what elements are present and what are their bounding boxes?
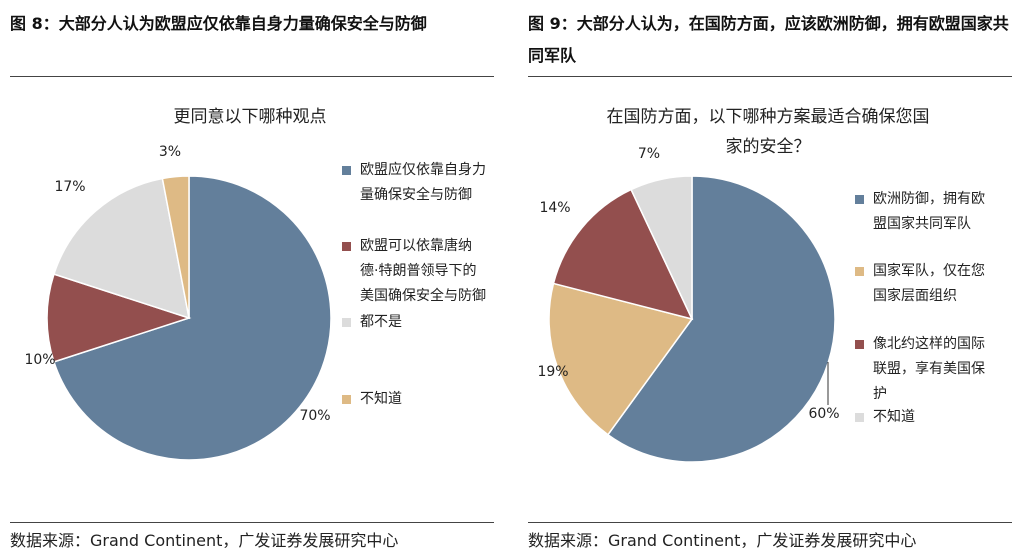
legend-item: 不知道: [342, 387, 402, 412]
chart-title: 在国防方面，以下哪种方案最适合确保您国 家的安全？: [578, 102, 958, 162]
legend-label: 国家军队，仅在您: [873, 263, 985, 279]
legend-item: 都不是: [342, 310, 402, 335]
figure-9-panel: 图 9：大部分人认为，在国防方面，应该欧洲防御，拥有欧盟国家共同军队 在国防方面…: [518, 0, 1024, 557]
legend-swatch: [342, 318, 351, 327]
pie-slice: [53, 177, 190, 320]
legend-swatch: [855, 267, 864, 276]
legend-swatch: [855, 413, 864, 422]
pie-chart: 60% 19% 14% 7%: [537, 146, 840, 463]
pie-slice: [53, 175, 332, 461]
chart-title-line: 更同意以下哪种观点: [173, 107, 327, 127]
legend-label: 像北约这样的国际: [873, 336, 985, 352]
legend-swatch: [342, 166, 351, 175]
bottom-divider: [528, 522, 1012, 523]
legend-label: 德·特朗普领导下的: [360, 263, 477, 279]
legend-label: 都不是: [360, 314, 402, 330]
top-divider: [10, 76, 494, 77]
chart-title-line: 家的安全？: [725, 137, 811, 157]
legend-item: 国家军队，仅在您 国家层面组织: [855, 259, 985, 309]
legend-item: 欧洲防御，拥有欧 盟国家共同军队: [855, 187, 985, 237]
slice-data-label: 17%: [54, 179, 85, 195]
legend-item: 像北约这样的国际 联盟，享有美国保 护: [855, 332, 985, 407]
legend-label: 欧洲防御，拥有欧: [873, 191, 985, 207]
legend-label: 国家层面组织: [873, 288, 957, 304]
slice-data-label: 7%: [638, 146, 660, 162]
legend-item: 不知道: [855, 405, 915, 430]
slice-data-label: 14%: [539, 200, 570, 216]
legend-label: 量确保安全与防御: [360, 187, 472, 203]
source-note: 数据来源：Grand Continent，广发证券发展研究中心: [10, 531, 399, 550]
legend-label: 护: [873, 386, 887, 402]
pie-slice: [630, 175, 693, 320]
chart-title-line: 在国防方面，以下哪种方案最适合确保您国: [606, 107, 930, 127]
legend-swatch: [855, 340, 864, 349]
slice-data-label: 19%: [537, 364, 568, 380]
pie-chart: 70% 10% 17% 3%: [24, 144, 332, 461]
slice-data-label: 3%: [159, 144, 181, 160]
legend-item: 欧盟可以依靠唐纳 德·特朗普领导下的 美国确保安全与防御: [342, 234, 486, 309]
chart-title: 更同意以下哪种观点: [140, 102, 360, 132]
legend-label: 美国确保安全与防御: [360, 288, 486, 304]
top-divider: [528, 76, 1012, 77]
pie-slice: [548, 282, 694, 436]
legend-label: 联盟，享有美国保: [873, 361, 985, 377]
figure-title: 图 9：大部分人认为，在国防方面，应该欧洲防御，拥有欧盟国家共同军队: [528, 14, 1009, 65]
legend-swatch: [855, 195, 864, 204]
figure-8-panel: 图 8：大部分人认为欧盟应仅依靠自身力量确保安全与防御 更同意以下哪种观点 70…: [0, 0, 500, 557]
source-note: 数据来源：Grand Continent，广发证券发展研究中心: [528, 531, 917, 550]
slice-data-label: 70%: [299, 408, 330, 424]
legend-swatch: [342, 242, 351, 251]
legend-swatch: [342, 395, 351, 404]
legend-label: 不知道: [360, 391, 402, 407]
pie-slice: [161, 175, 190, 319]
pie-slice: [552, 188, 694, 321]
legend-label: 欧盟应仅依靠自身力: [360, 162, 486, 178]
pie-slice: [46, 273, 192, 363]
legend-label: 欧盟可以依靠唐纳: [360, 238, 472, 254]
figure-title: 图 8：大部分人认为欧盟应仅依靠自身力量确保安全与防御: [10, 14, 427, 33]
bottom-divider: [10, 522, 494, 523]
legend-item: 欧盟应仅依靠自身力 量确保安全与防御: [342, 158, 486, 208]
legend-label: 不知道: [873, 409, 915, 425]
legend-label: 盟国家共同军队: [873, 216, 971, 232]
slice-data-label: 60%: [808, 406, 839, 422]
slice-data-label: 10%: [24, 352, 55, 368]
